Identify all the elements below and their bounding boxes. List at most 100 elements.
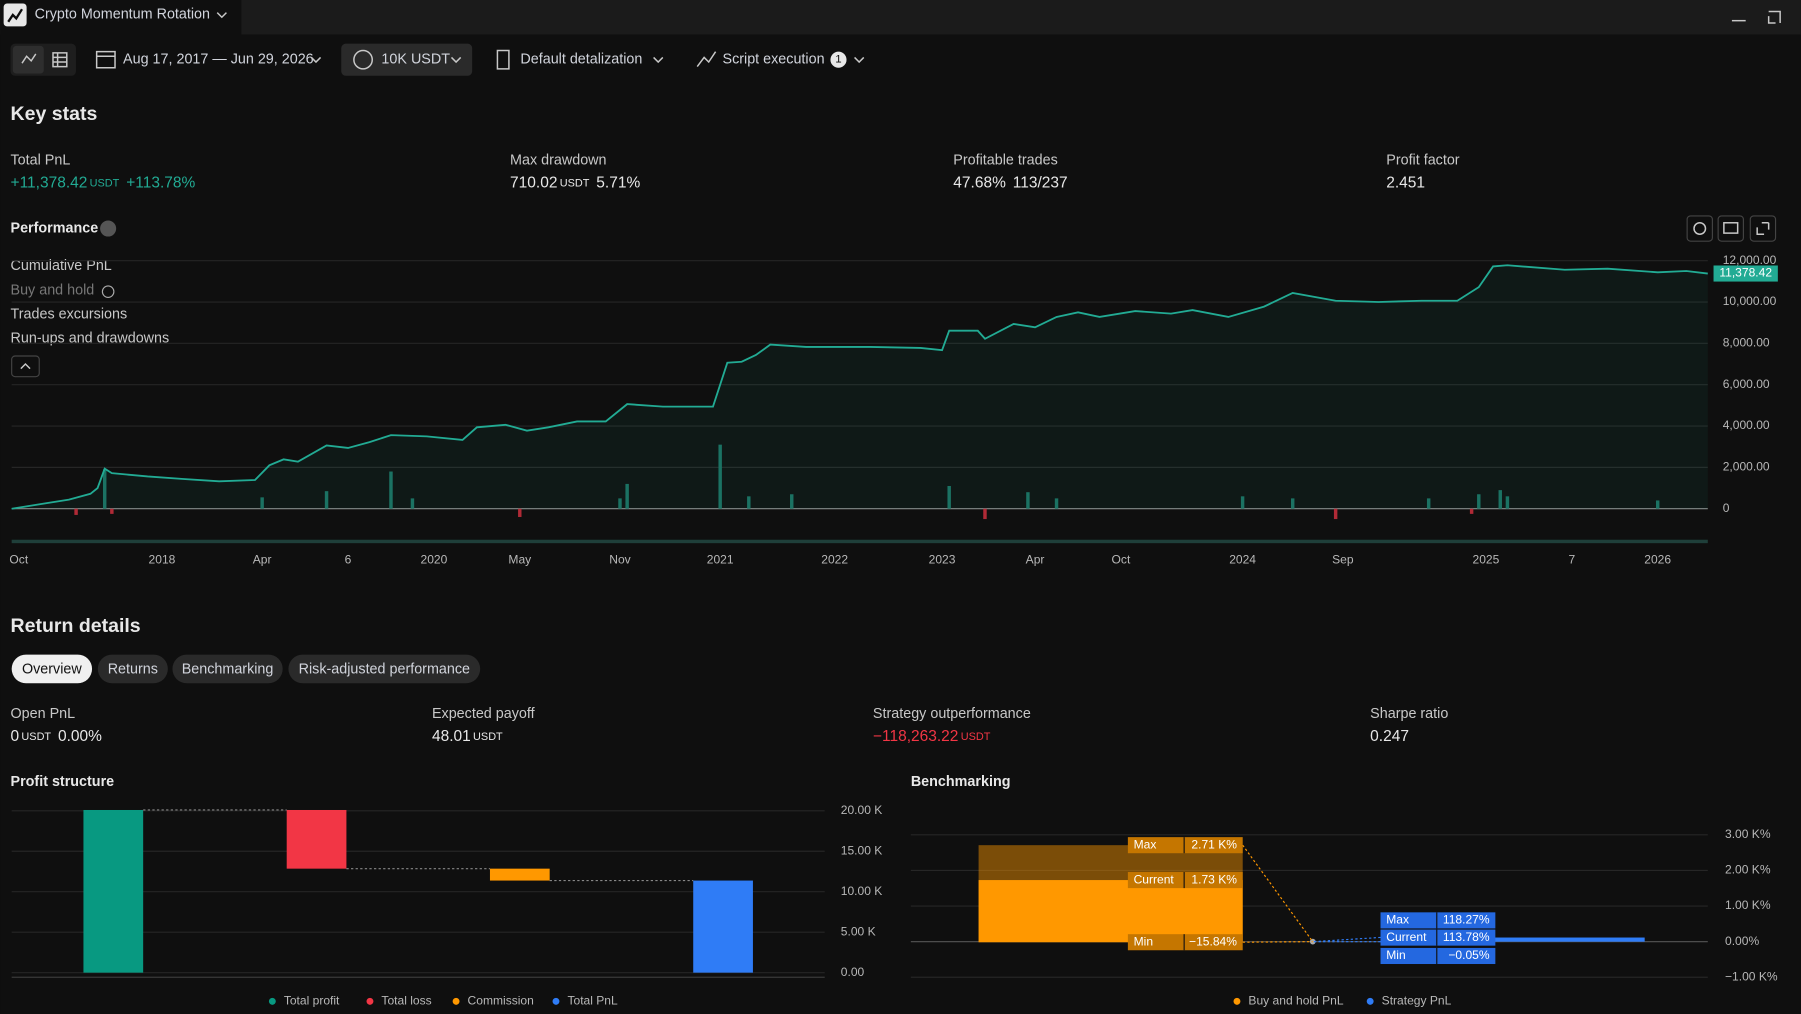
tab[interactable] <box>11 654 93 684</box>
x-tick-label: Apr <box>253 553 272 567</box>
tab-label[interactable]: Overview <box>22 661 82 677</box>
waterfall-bar <box>83 809 144 973</box>
excursion-bar <box>1655 500 1660 509</box>
script-execution[interactable]: Script execution <box>723 52 825 68</box>
legend-item[interactable]: Buy and hold <box>11 282 95 298</box>
value-label: −15.84% <box>1189 934 1237 948</box>
tab[interactable] <box>172 654 283 684</box>
stat-value: 710.02 USDT 5.71% <box>510 175 640 192</box>
maximize[interactable] <box>1767 10 1781 24</box>
table-view-icon[interactable] <box>52 52 68 68</box>
guide <box>1312 936 1381 943</box>
tab-label[interactable]: Returns <box>108 661 158 677</box>
legend-item[interactable]: Trades excursions <box>11 306 128 322</box>
stat-value: 710.02 <box>510 175 557 192</box>
stat-label: Max drawdown <box>510 153 606 169</box>
x-tick-label: 2021 <box>707 553 734 567</box>
y-tick-label: 10.00 K <box>841 884 883 898</box>
legend: Cumulative PnL Buy and hold Trades excursi… <box>11 258 170 346</box>
y-tick-label: 2.00 K% <box>1725 863 1771 877</box>
tab[interactable] <box>97 654 168 684</box>
x-tick-label: 2024 <box>1229 553 1256 567</box>
stat-value: +11,378.42 USDT +113.78% <box>11 175 196 192</box>
excursion-bar <box>718 444 722 509</box>
label-box <box>1127 872 1243 889</box>
tab-label[interactable]: Risk-adjusted performance <box>299 661 470 677</box>
stat-percent: 0.00% <box>58 728 102 745</box>
value-label: 118.27% <box>1443 913 1490 927</box>
legend-item[interactable]: Run-ups and drawdowns <box>11 331 170 347</box>
stat-unit: USDT <box>90 178 120 190</box>
key-stats: Total PnL+11,378.42 USDT +113.78%Max drawd… <box>11 153 1460 192</box>
collapse-button[interactable] <box>11 355 40 378</box>
capital-button[interactable] <box>341 43 473 76</box>
value-label: 2.71 K% <box>1191 837 1237 851</box>
x-tick-label: 7 <box>1568 553 1575 567</box>
stat-value: 2.451 <box>1386 175 1425 192</box>
legend-label: Commission <box>468 994 534 1008</box>
excursion-bar <box>410 498 415 509</box>
excursion-bar <box>790 494 794 509</box>
stat-percent: 5.71% <box>596 175 640 192</box>
x-tick-label: 2018 <box>149 553 176 567</box>
chart-view-button[interactable] <box>12 45 44 74</box>
chevron <box>216 12 227 19</box>
waterfall-bar <box>286 809 347 869</box>
date-range[interactable]: Aug 17, 2017 — Jun 29, 2026 <box>123 52 314 68</box>
y-tick-label: 12,000.00 <box>1723 253 1777 267</box>
excursion-bar <box>618 498 622 509</box>
value-label: 113.78% <box>1443 930 1490 944</box>
hidden-icon <box>101 285 115 298</box>
stat-value: 47.68% 113/237 <box>953 175 1067 192</box>
fullscreen-button[interactable] <box>1749 215 1777 242</box>
stat-label: Open PnL <box>11 706 76 722</box>
stat-label: Expected payoff <box>432 706 535 722</box>
excursion-bar <box>1426 498 1431 509</box>
tab[interactable] <box>288 654 481 684</box>
stat-value: 0 USDT 0.00% <box>11 728 103 745</box>
settings-button[interactable] <box>1686 215 1713 242</box>
excursion-bar <box>747 496 751 509</box>
legend-item[interactable]: Cumulative PnL <box>11 258 112 274</box>
stat-percent: 113/237 <box>1013 175 1068 192</box>
label-box <box>1127 934 1243 951</box>
help-icon[interactable] <box>100 220 117 237</box>
legend-label: Buy and hold PnL <box>1248 994 1343 1008</box>
label-box <box>1127 837 1243 854</box>
stat-value: 48.01 <box>432 728 471 745</box>
capital[interactable]: 10K USDT <box>381 52 450 68</box>
strategy-title[interactable]: Crypto Momentum Rotation <box>35 7 210 23</box>
excursion-bar <box>102 469 107 509</box>
tabs: Overview Returns Benchmarking Risk-adjusted… <box>11 654 481 684</box>
x-tick-label: 2022 <box>821 553 848 567</box>
y-tick-label: 2,000.00 <box>1723 460 1770 474</box>
x-tick-label: 2020 <box>421 553 448 567</box>
excursion-bar <box>947 485 951 509</box>
tab-label[interactable]: Benchmarking <box>182 661 274 677</box>
detalization[interactable]: Default detalization <box>520 52 642 68</box>
excursion-bar <box>1477 494 1481 509</box>
chart-view-icon <box>21 53 37 64</box>
value-label: −0.05% <box>1448 948 1489 962</box>
x-tick-label: Oct <box>9 553 28 567</box>
snapshot-button[interactable] <box>1717 215 1744 242</box>
stat-unit: USDT <box>473 731 503 743</box>
x-tick-label: Nov <box>609 553 630 567</box>
legend-dot <box>1366 997 1374 1005</box>
title-tab[interactable] <box>0 0 242 35</box>
legend-dot <box>452 997 460 1005</box>
stat-label: Profit factor <box>1386 153 1460 169</box>
title-bar <box>0 0 1801 35</box>
excursion-bar <box>1026 492 1030 509</box>
stat-label: Profitable trades <box>953 153 1057 169</box>
label-box <box>1380 912 1496 929</box>
stat-unit: USDT <box>961 731 991 743</box>
legend-dot <box>268 997 276 1005</box>
y-tick-label: 1.00 K% <box>1725 898 1771 912</box>
chevron-up <box>20 362 31 370</box>
guide <box>1242 844 1314 942</box>
settings-icon <box>1693 222 1707 236</box>
x-tick-label: Oct <box>1112 553 1131 567</box>
y-tick-label: 0 <box>1723 501 1730 515</box>
